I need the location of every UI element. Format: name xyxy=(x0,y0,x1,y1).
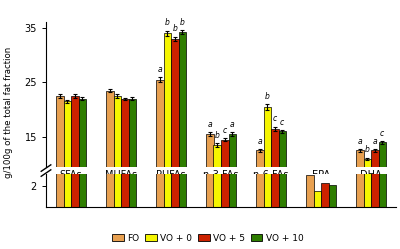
Bar xyxy=(214,70,221,207)
Text: a: a xyxy=(358,136,362,146)
Bar xyxy=(228,134,236,219)
Bar xyxy=(106,91,114,219)
Bar xyxy=(221,140,228,219)
Bar xyxy=(264,107,271,219)
Bar xyxy=(71,96,78,219)
Text: g/100g of the total fat fraction: g/100g of the total fat fraction xyxy=(4,46,13,178)
Bar xyxy=(156,80,164,219)
Text: a: a xyxy=(308,189,312,198)
Bar xyxy=(378,142,386,219)
Bar xyxy=(264,0,271,207)
Bar xyxy=(364,159,371,219)
Bar xyxy=(64,0,71,207)
Legend: FO, VO + 0, VO + 5, VO + 10: FO, VO + 0, VO + 5, VO + 10 xyxy=(110,232,306,245)
Text: b: b xyxy=(265,92,270,101)
Bar xyxy=(328,207,336,219)
Text: b: b xyxy=(215,131,220,140)
Bar xyxy=(56,0,64,207)
Text: b: b xyxy=(165,18,170,27)
Bar xyxy=(121,99,128,219)
Bar xyxy=(164,33,171,219)
Bar xyxy=(178,0,186,207)
Text: c: c xyxy=(323,193,327,202)
Bar xyxy=(206,50,214,207)
Text: a: a xyxy=(230,120,234,129)
Bar xyxy=(221,60,228,207)
Bar xyxy=(271,40,278,207)
Text: a: a xyxy=(158,65,162,74)
Bar xyxy=(278,45,286,207)
Bar xyxy=(306,175,314,207)
Bar xyxy=(371,150,378,219)
Bar xyxy=(278,131,286,219)
Bar xyxy=(206,134,214,219)
Text: c: c xyxy=(380,129,384,138)
Bar xyxy=(328,186,336,207)
Bar xyxy=(171,0,178,207)
Bar xyxy=(164,0,171,207)
Bar xyxy=(114,96,121,219)
Text: b: b xyxy=(365,145,370,154)
Text: b: b xyxy=(180,18,185,27)
Text: a: a xyxy=(208,120,212,129)
Bar xyxy=(128,99,136,219)
Bar xyxy=(56,96,64,219)
Bar xyxy=(306,202,314,219)
Bar xyxy=(106,0,114,207)
Text: a: a xyxy=(258,136,262,146)
Bar xyxy=(214,145,221,219)
Bar xyxy=(256,80,264,207)
Bar xyxy=(78,99,86,219)
Bar xyxy=(314,210,321,219)
Bar xyxy=(128,0,136,207)
Text: c: c xyxy=(280,118,284,126)
Text: a: a xyxy=(372,136,377,146)
Bar xyxy=(71,0,78,207)
Bar xyxy=(321,184,328,207)
Text: c: c xyxy=(330,194,334,203)
Bar xyxy=(356,150,364,219)
Bar xyxy=(228,50,236,207)
Bar xyxy=(364,95,371,207)
Bar xyxy=(171,39,178,219)
Bar xyxy=(271,129,278,219)
Bar xyxy=(64,101,71,219)
Text: b: b xyxy=(315,198,320,207)
Bar xyxy=(178,32,186,219)
Text: c: c xyxy=(223,126,227,135)
Bar xyxy=(156,0,164,207)
Bar xyxy=(78,0,86,207)
Bar xyxy=(321,206,328,219)
Bar xyxy=(114,0,121,207)
Text: c: c xyxy=(273,114,277,123)
Bar xyxy=(371,80,378,207)
Bar xyxy=(314,191,321,207)
Text: b: b xyxy=(172,24,177,33)
Bar xyxy=(121,0,128,207)
Bar xyxy=(378,65,386,207)
Bar xyxy=(356,80,364,207)
Bar xyxy=(256,150,264,219)
